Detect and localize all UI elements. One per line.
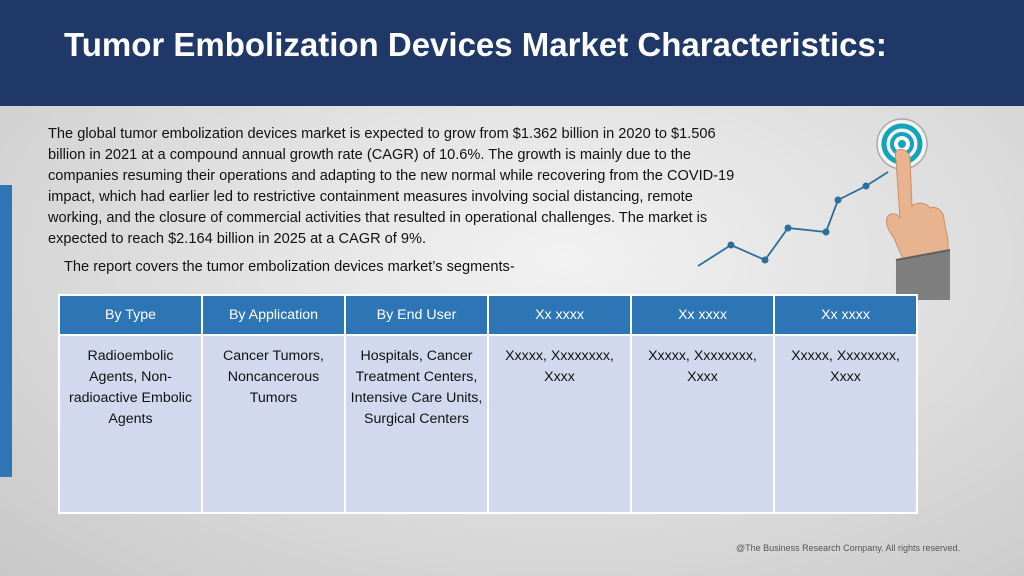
header-placeholder-1: Xx xxxx [487, 294, 632, 336]
header-by-type: By Type [58, 294, 203, 336]
table-row: Radioembolic Agents, Non-radioactive Emb… [58, 334, 918, 514]
header-by-application: By Application [201, 294, 346, 336]
header-by-end-user: By End User [344, 294, 489, 336]
cell-placeholder-1: Xxxxx, Xxxxxxxx, Xxxx [487, 334, 632, 514]
title-banner: Tumor Embolization Devices Market Charac… [0, 0, 1024, 106]
hand-pointing-target-growth-icon [697, 118, 950, 300]
cell-placeholder-2: Xxxxx, Xxxxxxxx, Xxxx [630, 334, 775, 514]
cell-placeholder-3: Xxxxx, Xxxxxxxx, Xxxx [773, 334, 918, 514]
cell-by-application: Cancer Tumors, Noncancerous Tumors [201, 334, 346, 514]
left-accent-bar [0, 185, 12, 477]
page-title: Tumor Embolization Devices Market Charac… [64, 26, 887, 63]
copyright-footer: @The Business Research Company. All righ… [736, 543, 961, 553]
table-header-row: By Type By Application By End User Xx xx… [58, 294, 918, 336]
header-placeholder-3: Xx xxxx [773, 294, 918, 336]
segments-intro: The report covers the tumor embolization… [64, 259, 515, 275]
cell-by-end-user: Hospitals, Cancer Treatment Centers, Int… [344, 334, 489, 514]
growth-line-icon [697, 171, 889, 267]
header-placeholder-2: Xx xxxx [630, 294, 775, 336]
cell-by-type: Radioembolic Agents, Non-radioactive Emb… [58, 334, 203, 514]
market-description: The global tumor embolization devices ma… [48, 126, 735, 247]
segments-table: By Type By Application By End User Xx xx… [58, 294, 918, 514]
pointing-hand-icon [885, 149, 950, 300]
